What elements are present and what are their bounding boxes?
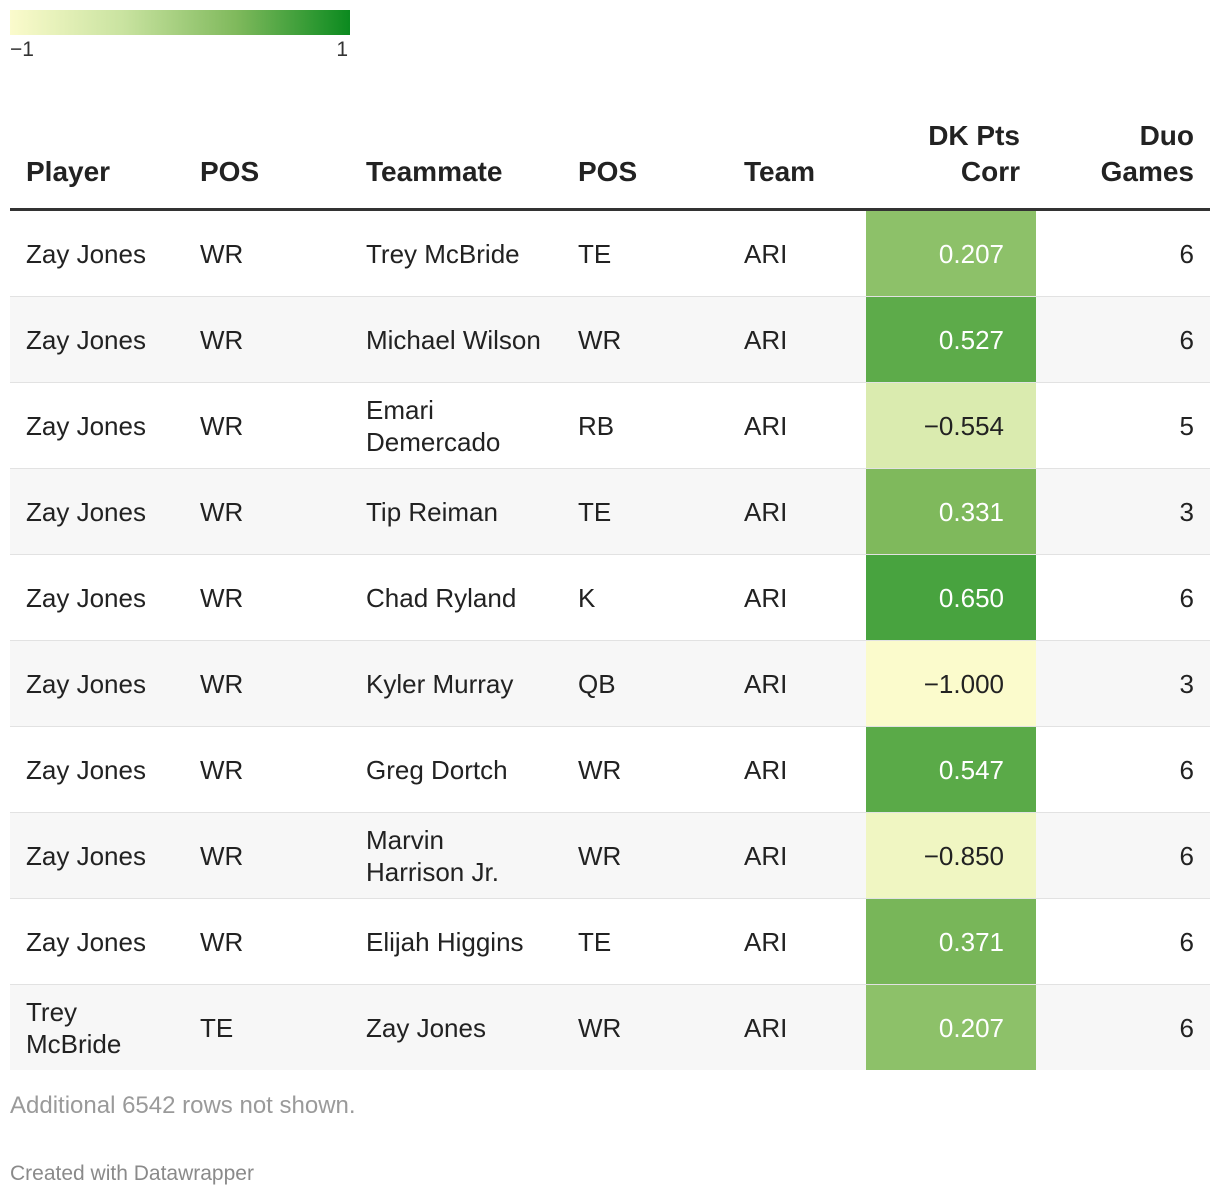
teammate-pos-cell: WR [562,296,728,383]
pos-cell: WR [184,554,350,641]
player-cell: Zay Jones [10,812,184,899]
teammate-cell: Greg Dortch [350,726,562,813]
duo-games-cell: 6 [1036,296,1210,383]
column-header-teammate-pos[interactable]: POS [562,118,728,211]
pos-cell: WR [184,726,350,813]
pos-cell: WR [184,296,350,383]
player-cell: Zay Jones [10,296,184,383]
duo-games-cell: 6 [1036,812,1210,899]
table-body: Zay Jones WR Trey McBride TE ARI 0.207 6 Zay Jo… [10,209,1210,1070]
table-row: Trey McBride TE Zay Jones WR ARI 0.207 6 [10,984,1210,1070]
column-header-pos[interactable]: POS [184,118,350,211]
teammate-pos-cell: TE [562,898,728,985]
player-cell: Zay Jones [10,898,184,985]
table-row: Zay Jones WR Greg Dortch WR ARI 0.547 6 [10,726,1210,813]
player-cell: Trey McBride [10,984,184,1070]
corr-cell: 0.650 [866,554,1036,641]
team-cell: ARI [728,382,866,469]
teammate-pos-cell: WR [562,726,728,813]
teammate-cell: Tip Reiman [350,468,562,555]
team-cell: ARI [728,468,866,555]
corr-cell: −0.850 [866,812,1036,899]
duo-games-cell: 6 [1036,984,1210,1070]
corr-cell: 0.547 [866,726,1036,813]
team-cell: ARI [728,554,866,641]
pos-cell: WR [184,812,350,899]
teammate-pos-cell: K [562,554,728,641]
duo-games-cell: 3 [1036,640,1210,727]
column-header-player[interactable]: Player [10,118,184,211]
teammate-cell: Trey McBride [350,209,562,297]
table-notes: Additional 6542 rows not shown. [10,1092,356,1119]
corr-cell: 0.371 [866,898,1036,985]
credit-line: Created with Datawrapper [10,1162,254,1185]
pos-cell: WR [184,640,350,727]
duo-games-cell: 6 [1036,726,1210,813]
team-cell: ARI [728,296,866,383]
table-row: Zay Jones WR Kyler Murray QB ARI −1.000 3 [10,640,1210,727]
duo-games-cell: 5 [1036,382,1210,469]
column-header-dk-pts-corr[interactable]: DK Pts Corr [866,118,1036,211]
team-cell: ARI [728,209,866,297]
teammate-pos-cell: QB [562,640,728,727]
table-row: Zay Jones WR Emari Demercado RB ARI −0.554 5 [10,382,1210,469]
duo-games-cell: 6 [1036,554,1210,641]
corr-cell: 0.207 [866,209,1036,297]
table-row: Zay Jones WR Marvin Harrison Jr. WR ARI −0.85… [10,812,1210,899]
pos-cell: WR [184,382,350,469]
table-row: Zay Jones WR Elijah Higgins TE ARI 0.371 6 [10,898,1210,985]
table-row: Zay Jones WR Chad Ryland K ARI 0.650 6 [10,554,1210,641]
column-header-team[interactable]: Team [728,118,866,211]
legend-min-label: −1 [10,38,34,61]
player-cell: Zay Jones [10,640,184,727]
table-row: Zay Jones WR Michael Wilson WR ARI 0.527 6 [10,296,1210,383]
corr-cell: 0.331 [866,468,1036,555]
teammate-cell: Marvin Harrison Jr. [350,812,562,899]
column-header-duo-games[interactable]: Duo Games [1036,118,1210,211]
teammate-pos-cell: RB [562,382,728,469]
corr-cell: 0.207 [866,984,1036,1070]
team-cell: ARI [728,898,866,985]
column-header-teammate[interactable]: Teammate [350,118,562,211]
team-cell: ARI [728,812,866,899]
duo-games-cell: 3 [1036,468,1210,555]
dk-pts-corr-header-text: DK Pts Corr [928,120,1020,187]
legend-gradient-bar [10,10,350,35]
team-cell: ARI [728,984,866,1070]
player-cell: Zay Jones [10,726,184,813]
duo-games-cell: 6 [1036,898,1210,985]
duo-games-header-text: Duo Games [1100,120,1194,187]
table-header-row: Player POS Teammate POS Team DK Pts Corr… [10,118,1210,211]
teammate-cell: Kyler Murray [350,640,562,727]
teammate-cell: Chad Ryland [350,554,562,641]
color-legend: −1 1 [10,10,350,61]
duo-games-cell: 6 [1036,209,1210,297]
teammate-pos-cell: WR [562,984,728,1070]
corr-cell: −0.554 [866,382,1036,469]
teammate-pos-cell: WR [562,812,728,899]
corr-cell: −1.000 [866,640,1036,727]
table-row: Zay Jones WR Trey McBride TE ARI 0.207 6 [10,209,1210,297]
pos-cell: TE [184,984,350,1070]
pos-cell: WR [184,468,350,555]
corr-cell: 0.527 [866,296,1036,383]
player-cell: Zay Jones [10,554,184,641]
player-cell: Zay Jones [10,209,184,297]
player-cell: Zay Jones [10,382,184,469]
player-cell: Zay Jones [10,468,184,555]
pos-cell: WR [184,209,350,297]
teammate-pos-cell: TE [562,209,728,297]
teammate-cell: Michael Wilson [350,296,562,383]
table-row: Zay Jones WR Tip Reiman TE ARI 0.331 3 [10,468,1210,555]
legend-labels: −1 1 [10,35,350,61]
teammate-cell: Elijah Higgins [350,898,562,985]
teammate-cell: Emari Demercado [350,382,562,469]
team-cell: ARI [728,726,866,813]
team-cell: ARI [728,640,866,727]
teammate-cell: Zay Jones [350,984,562,1070]
legend-max-label: 1 [336,38,348,61]
teammate-pos-cell: TE [562,468,728,555]
pos-cell: WR [184,898,350,985]
data-table: Player POS Teammate POS Team DK Pts Corr… [10,118,1210,1070]
